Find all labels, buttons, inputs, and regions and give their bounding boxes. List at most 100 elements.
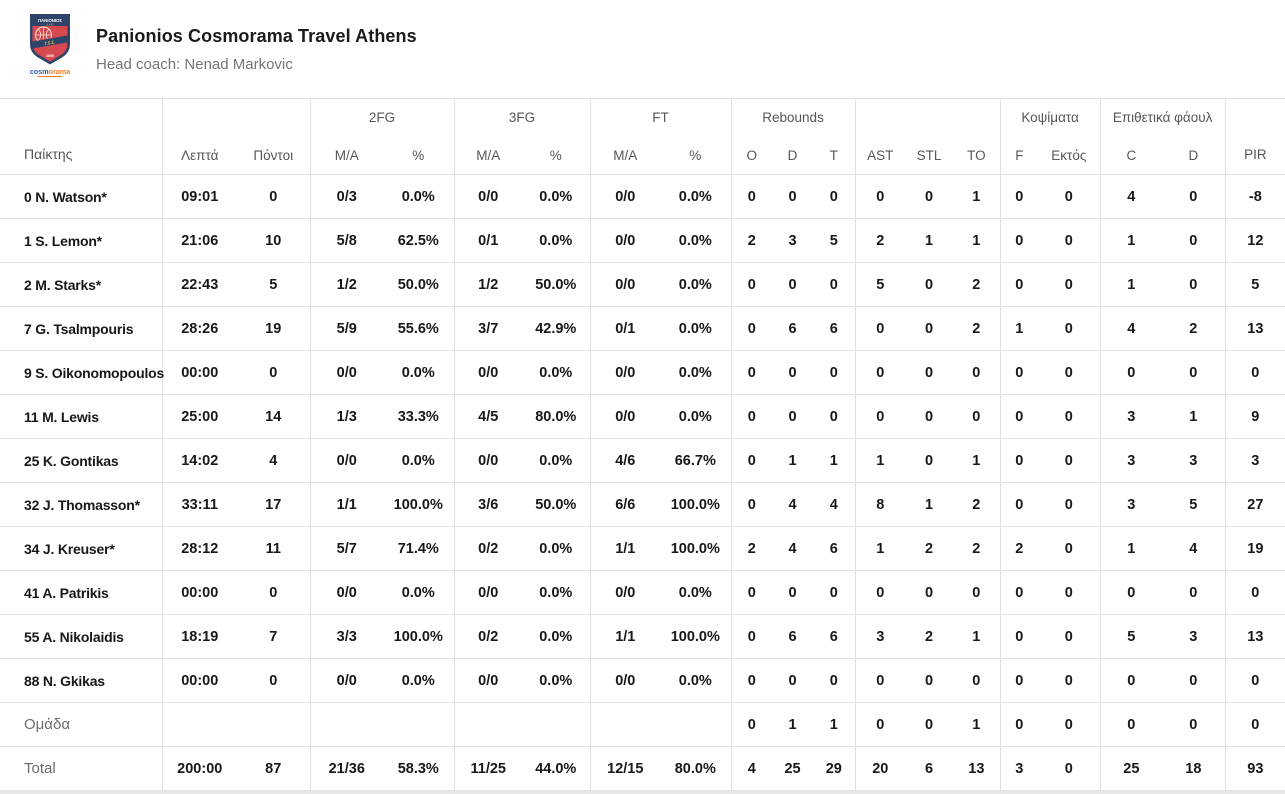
stat-cell: 0 — [730, 614, 773, 659]
stat-cell: 3/7 — [453, 306, 523, 351]
stat-cell: 5 — [854, 262, 906, 307]
stat-cell: 0 — [1099, 658, 1163, 703]
stat-cell: 1 — [953, 174, 1001, 219]
stat-cell: 0 — [1162, 262, 1226, 307]
stat-cell: 0 — [237, 174, 310, 219]
stat-cell: 62.5% — [383, 218, 455, 263]
stat-cell: 0 — [813, 174, 856, 219]
stat-cell: 0/0 — [453, 350, 523, 395]
stat-cell: 13 — [953, 746, 1001, 791]
stat-cell: 3/3 — [309, 614, 383, 659]
stat-cell: 0 — [999, 174, 1039, 219]
stat-cell: 3 — [999, 746, 1039, 791]
stat-cell: 14:02 — [161, 438, 237, 483]
team-name: Panionios Cosmorama Travel Athens — [96, 26, 417, 46]
stat-cell: 0 — [1038, 614, 1101, 659]
stat-cell: 0 — [905, 262, 954, 307]
stat-cell: 0 — [1099, 570, 1163, 615]
col-header-ektos: Εκτός — [1051, 147, 1087, 163]
stat-cell: 0 — [1038, 526, 1101, 571]
stat-cell: 4/6 — [589, 438, 661, 483]
stat-cell: 1 — [813, 438, 856, 483]
team-totals-row: Ομάδα 0 1 1 0 0 1 0 0 0 0 0 — [0, 702, 1285, 747]
group-header-off-fouls: Επιθετικά φάουλ — [1099, 98, 1226, 137]
stat-cell: 0 — [1099, 350, 1163, 395]
stat-cell: 0/0 — [589, 394, 661, 439]
stat-cell: 55.6% — [383, 306, 455, 351]
col-header-ft-ma: M/A — [589, 136, 661, 175]
col-header-points: Πόντοι — [253, 147, 294, 163]
stat-cell: 10 — [237, 218, 310, 263]
player-row: 11 M. Lewis 25:00 14 1/3 33.3% 4/5 80.0% 0/0 0.0… — [0, 394, 1285, 439]
stat-cell: 0.0% — [660, 262, 732, 307]
stat-cell: 0 — [854, 570, 906, 615]
stat-cell: 0 — [999, 570, 1039, 615]
col-header-2fg-ma: M/A — [309, 136, 383, 175]
stat-cell: 4 — [772, 526, 814, 571]
player-row: 9 S. Oikonomopoulos 00:00 0 0/0 0.0% 0/0 0.0% 0… — [0, 350, 1285, 395]
stat-cell: 28:26 — [161, 306, 237, 351]
stat-cell: 0 — [1038, 482, 1101, 527]
stat-cell: 1 — [1099, 218, 1163, 263]
team-text-block: Panionios Cosmorama Travel Athens Head c… — [96, 12, 417, 73]
stat-cell: 0.0% — [660, 306, 732, 351]
stat-cell: 1/2 — [309, 262, 383, 307]
stat-cell: 0 — [813, 394, 856, 439]
stat-cell: 0.0% — [522, 350, 591, 395]
team-logo: ΠΑΝΙΟΝΙΟΣ Κ.Α.Ε. Γ.Σ.Σ. 1890 cosmorama — [26, 12, 74, 85]
stat-cell: 5 — [1099, 614, 1163, 659]
stat-cell: 0/1 — [589, 306, 661, 351]
stat-cell — [453, 702, 523, 747]
stat-cell: 0 — [730, 350, 773, 395]
stat-cell: 0 — [730, 570, 773, 615]
stat-cell: 1/1 — [309, 482, 383, 527]
stat-cell: 0/0 — [589, 658, 661, 703]
stat-cell: 0 — [905, 438, 954, 483]
group-header-rebounds: Rebounds — [730, 98, 856, 137]
stat-cell: 100.0% — [383, 482, 455, 527]
stat-cell: 11 — [237, 526, 310, 571]
stat-cell: 0 — [1038, 438, 1101, 483]
stat-cell: 0 — [999, 350, 1039, 395]
stat-cell: 0 — [854, 702, 906, 747]
svg-text:ΠΑΝΙΟΝΙΟΣ: ΠΑΝΙΟΝΙΟΣ — [38, 18, 62, 23]
stat-cell: 1 — [813, 702, 856, 747]
stats-table: Παίκτης 2FG 3FG FT Rebounds Κοψίματα Επι… — [0, 98, 1285, 791]
stat-cell: 19 — [237, 306, 310, 351]
player-row: 55 A. Nikolaidis 18:19 7 3/3 100.0% 0/2 0.0% 1/… — [0, 614, 1285, 659]
stat-cell: 2 — [730, 526, 773, 571]
col-header-3fg-pct: % — [549, 147, 562, 163]
stat-cell: 0 — [730, 658, 773, 703]
stat-cell: -8 — [1224, 174, 1285, 219]
stat-cell: 0.0% — [522, 174, 591, 219]
player-name: 88 N. Gkikas — [0, 658, 162, 703]
stat-cell: 00:00 — [161, 658, 237, 703]
stat-cell: 0/0 — [453, 174, 523, 219]
player-name: Ομάδα — [0, 702, 162, 747]
col-header-3fg-ma: M/A — [453, 136, 523, 175]
team-header: ΠΑΝΙΟΝΙΟΣ Κ.Α.Ε. Γ.Σ.Σ. 1890 cosmorama P… — [0, 0, 1285, 98]
stat-cell: 0 — [813, 262, 856, 307]
stat-cell: 0 — [1162, 658, 1226, 703]
stat-cell: 0 — [772, 394, 814, 439]
stat-cell: 0.0% — [660, 218, 732, 263]
stat-cell: 0 — [813, 658, 856, 703]
stat-cell: 1/2 — [453, 262, 523, 307]
stat-cell: 1 — [854, 526, 906, 571]
player-name: 2 M. Starks* — [0, 262, 162, 307]
stat-cell: 0.0% — [522, 658, 591, 703]
stat-cell: 2 — [999, 526, 1039, 571]
stat-cell: 0 — [905, 570, 954, 615]
stat-cell: 0 — [772, 570, 814, 615]
col-header-player: Παίκτης — [24, 146, 73, 162]
group-header-empty-minutes — [161, 98, 310, 137]
col-header-to: TO — [967, 147, 986, 163]
stat-cell: 0 — [905, 350, 954, 395]
stat-cell: 0 — [1038, 702, 1101, 747]
stat-cell: 6 — [813, 526, 856, 571]
stat-cell: 0 — [730, 306, 773, 351]
stat-cell: 09:01 — [161, 174, 237, 219]
stat-cell: 2 — [854, 218, 906, 263]
stat-cell: 0 — [999, 482, 1039, 527]
stat-cell: 0 — [730, 438, 773, 483]
